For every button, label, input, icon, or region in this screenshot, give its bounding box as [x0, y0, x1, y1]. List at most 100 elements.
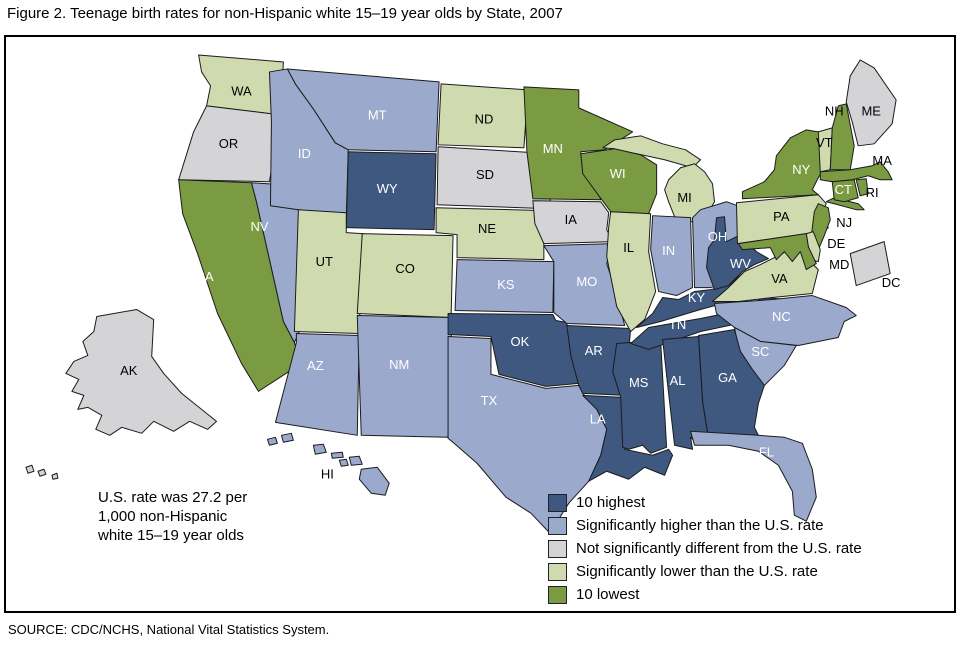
- state-ak-shape: [65, 309, 218, 436]
- legend-label: 10 highest: [576, 494, 646, 511]
- state-ny-shape: [741, 129, 825, 200]
- state-pa-label: PA: [773, 209, 790, 224]
- state-wy-label: WY: [377, 181, 398, 196]
- state-ma-label: MA: [872, 153, 892, 168]
- state-il-label: IL: [623, 240, 634, 255]
- state-co-label: CO: [395, 261, 414, 276]
- state-ok-label: OK: [511, 334, 530, 349]
- state-mn-label: MN: [543, 141, 563, 156]
- state-ri-label: RI: [866, 185, 879, 200]
- legend-item-sig_higher: Significantly higher than the U.S. rate: [548, 514, 862, 537]
- state-nm-shape: [356, 315, 454, 438]
- state-la-shape: [582, 394, 674, 482]
- state-ar-label: AR: [585, 343, 603, 358]
- state-hi-shape: [280, 432, 294, 443]
- legend-item-not_sig_diff: Not significantly different from the U.S…: [548, 537, 862, 560]
- legend-label: Not significantly different from the U.S…: [576, 540, 862, 557]
- state-ia-label: IA: [565, 212, 578, 227]
- legend-label: Significantly higher than the U.S. rate: [576, 517, 824, 534]
- legend-item-highest_10: 10 highest: [548, 491, 862, 514]
- state-ak-shape: [51, 472, 59, 480]
- legend-label: 10 lowest: [576, 586, 640, 603]
- state-ct-label: CT: [835, 182, 852, 197]
- state-nh-label: NH: [825, 103, 844, 118]
- state-ny-shape: [825, 197, 865, 211]
- annotation-line: U.S. rate was 27.2 per: [98, 489, 248, 506]
- state-ms-shape: [612, 339, 668, 454]
- state-nd-label: ND: [475, 111, 494, 126]
- state-ne-label: NE: [478, 221, 496, 236]
- state-nd-shape: [437, 83, 529, 149]
- state-va-label: VA: [771, 271, 788, 286]
- legend-swatch-lowest_10: [548, 585, 567, 604]
- state-md-label: MD: [829, 257, 849, 272]
- legend-swatch-highest_10: [548, 493, 567, 512]
- state-hi-label: HI: [321, 467, 334, 482]
- state-nm-label: NM: [389, 357, 409, 372]
- state-ny-label: NY: [792, 162, 810, 177]
- state-mi-shape: [602, 135, 702, 169]
- state-ga-label: GA: [718, 370, 737, 385]
- state-vt-label: VT: [816, 135, 833, 150]
- state-wv-label: WV: [730, 256, 751, 271]
- state-az-label: AZ: [307, 358, 324, 373]
- state-hi-shape: [330, 451, 344, 459]
- state-fl-shape: [690, 430, 817, 522]
- state-hi-shape: [348, 455, 363, 466]
- us-rate-annotation: U.S. rate was 27.2 per 1,000 non-Hispani…: [98, 488, 247, 545]
- state-me-shape: [845, 59, 897, 147]
- source-note: SOURCE: CDC/NCHS, National Vital Statist…: [8, 622, 330, 637]
- state-mt-label: MT: [368, 107, 387, 122]
- state-ut-label: UT: [316, 254, 333, 269]
- state-ak-shape: [37, 468, 47, 477]
- state-ak-label: AK: [120, 363, 138, 378]
- state-ri-shape: [855, 178, 869, 197]
- state-sd-label: SD: [476, 167, 494, 182]
- state-dc-label: DC: [882, 275, 901, 290]
- state-wy-shape: [345, 151, 437, 231]
- state-tn-label: TN: [669, 317, 686, 332]
- state-la-label: LA: [590, 412, 606, 427]
- legend-item-lowest_10: 10 lowest: [548, 583, 862, 606]
- state-fl-label: FL: [759, 445, 774, 460]
- state-nh-shape: [829, 103, 855, 171]
- state-dc-shape: [849, 241, 891, 287]
- state-nc-shape: [714, 295, 857, 346]
- state-ks-shape: [454, 259, 555, 314]
- state-ak-shape: [25, 464, 35, 474]
- state-hi-shape: [358, 466, 390, 496]
- legend-label: Significantly lower than the U.S. rate: [576, 563, 818, 580]
- state-oh-label: OH: [708, 229, 727, 244]
- state-hi-shape: [338, 458, 349, 467]
- legend-swatch-sig_higher: [548, 516, 567, 535]
- state-wa-label: WA: [231, 83, 252, 98]
- state-nv-label: NV: [250, 219, 268, 234]
- state-hi-shape: [312, 443, 327, 455]
- state-in-shape: [650, 215, 694, 297]
- state-hi-shape: [266, 436, 278, 446]
- state-nc-label: NC: [772, 309, 791, 324]
- state-or-label: OR: [219, 136, 238, 151]
- state-sc-label: SC: [751, 344, 769, 359]
- state-ma-shape: [819, 161, 893, 183]
- state-ks-label: KS: [497, 277, 515, 292]
- state-mt-shape: [286, 68, 440, 153]
- state-il-shape: [606, 211, 657, 332]
- state-al-label: AL: [670, 373, 686, 388]
- state-in-label: IN: [662, 243, 675, 258]
- figure-title: Figure 2. Teenage birth rates for non-Hi…: [7, 5, 563, 22]
- state-id-label: ID: [298, 146, 311, 161]
- state-ca-label: CA: [196, 269, 214, 284]
- state-or-shape: [178, 105, 281, 183]
- state-de-label: DE: [827, 236, 845, 251]
- state-me-label: ME: [861, 103, 881, 118]
- us-choropleth-map: WA OR CA NV ID MT WY UT CO AZ NM ND SD NE KS OK TX MN IA MO…: [25, 54, 901, 534]
- map-legend: 10 highest Significantly higher than the …: [548, 491, 862, 606]
- state-wi-label: WI: [610, 166, 626, 181]
- state-md-shape: [737, 233, 817, 271]
- annotation-line: 1,000 non-Hispanic: [98, 508, 228, 525]
- state-ms-label: MS: [629, 375, 649, 390]
- map-frame: WA OR CA NV ID MT WY UT CO AZ NM ND SD NE KS OK TX MN IA MO…: [4, 35, 956, 613]
- state-ct-shape: [831, 179, 859, 203]
